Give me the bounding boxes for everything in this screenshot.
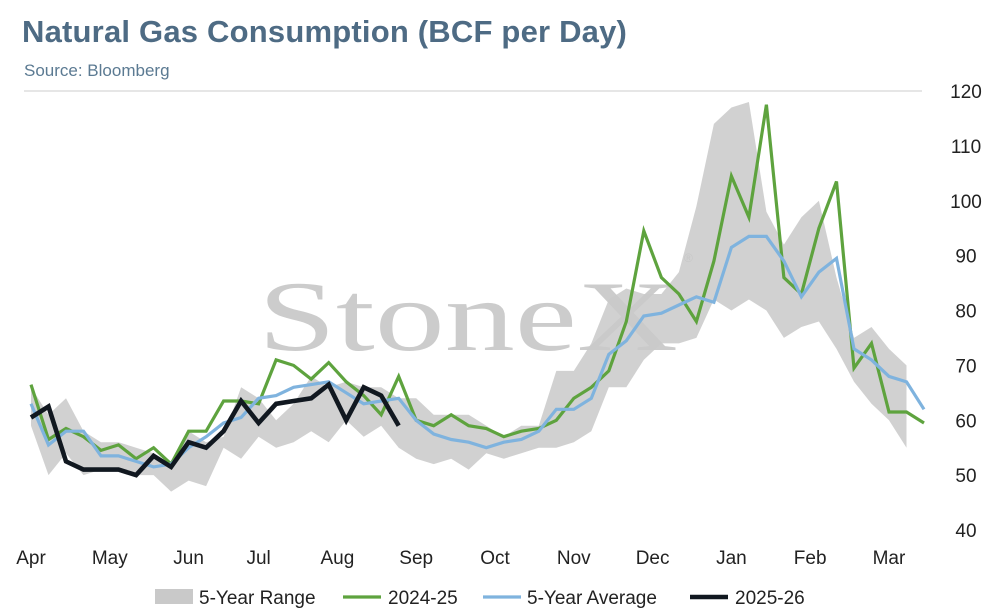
x-tick-label-jun: Jun xyxy=(173,548,204,569)
y-tick-label: 120 xyxy=(950,82,982,103)
x-tick-label-dec: Dec xyxy=(636,548,670,569)
chart-title: Natural Gas Consumption (BCF per Day) xyxy=(22,14,628,49)
series-line-2024-25 xyxy=(29,104,925,467)
legend-swatch-5-year-range xyxy=(155,589,193,604)
y-tick-label: 80 xyxy=(955,302,976,323)
x-tick-label-jul: Jul xyxy=(246,548,270,569)
legend-label-5-year-range: 5-Year Range xyxy=(199,588,316,609)
y-tick-label: 50 xyxy=(955,466,976,487)
x-tick-label-nov: Nov xyxy=(557,548,591,569)
x-tick-label-sep: Sep xyxy=(399,548,433,569)
legend-label-2024-25: 2024-25 xyxy=(388,588,458,609)
x-tick-label-jan: Jan xyxy=(716,548,747,569)
y-tick-label: 70 xyxy=(955,356,976,377)
x-axis: Apr May Jun Jul Aug Sep Oct Nov Dec Jan Feb Mar xyxy=(16,548,906,569)
x-tick-label-mar: Mar xyxy=(873,548,906,569)
series-5-year-range-band xyxy=(31,102,907,492)
legend-label-2025-26: 2025-26 xyxy=(735,588,805,609)
x-tick-label-feb: Feb xyxy=(794,548,827,569)
y-tick-label: 110 xyxy=(951,137,981,158)
x-tick-label-may: May xyxy=(92,548,128,569)
x-tick-label-apr: Apr xyxy=(16,548,46,569)
chart-subtitle: Source: Bloomberg xyxy=(24,61,170,80)
y-tick-label: 100 xyxy=(950,192,982,213)
x-tick-label-oct: Oct xyxy=(480,548,510,569)
y-tick-label: 60 xyxy=(955,411,976,432)
legend-label-5-year-average: 5-Year Average xyxy=(527,588,657,609)
plot-area xyxy=(29,102,926,492)
legend: 5-Year Range 2024-25 5-Year Average 2025-26 xyxy=(155,588,805,609)
x-tick-label-aug: Aug xyxy=(321,548,355,569)
y-axis: 40 50 60 70 80 90 100 110 120 xyxy=(950,82,982,542)
y-tick-label: 90 xyxy=(955,247,976,268)
y-tick-label: 40 xyxy=(955,521,976,542)
series-line-2025-26 xyxy=(29,381,401,478)
